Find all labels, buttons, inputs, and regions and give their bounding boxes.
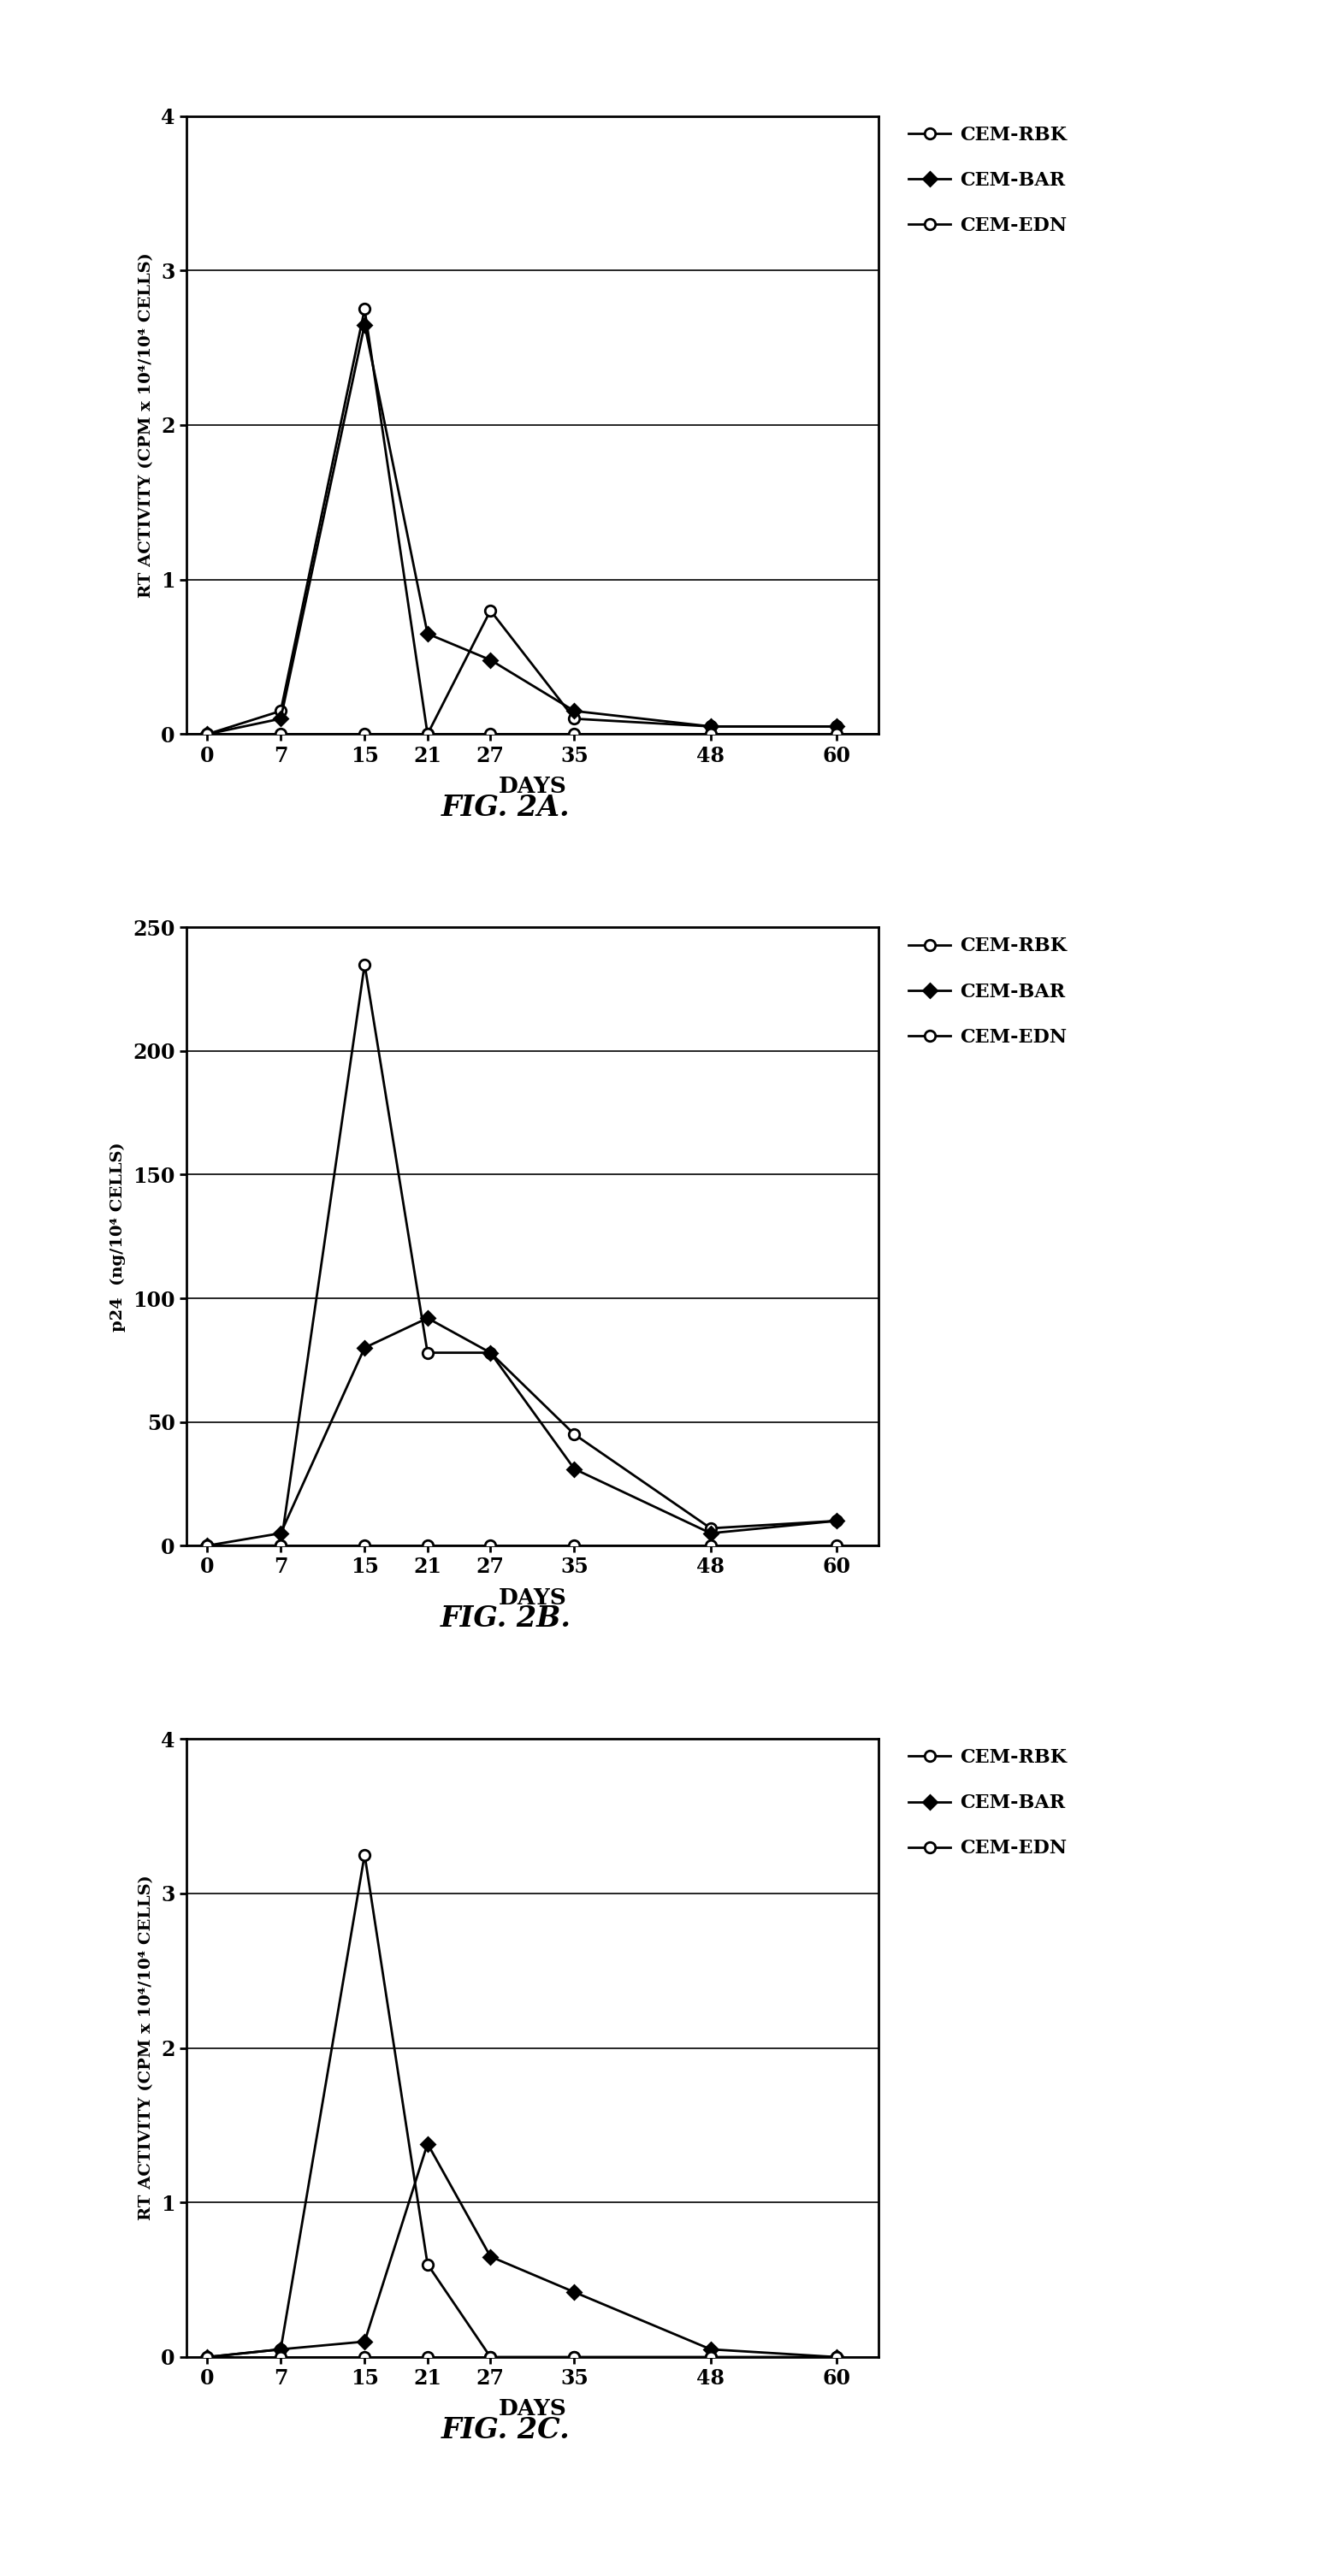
Y-axis label: RT ACTIVITY (CPM x 10⁴/10⁴ CELLS): RT ACTIVITY (CPM x 10⁴/10⁴ CELLS) — [138, 252, 154, 598]
CEM-EDN — [703, 2342, 719, 2372]
CEM-RBK — [419, 2249, 435, 2280]
CEM-RBK — [357, 948, 373, 979]
CEM-RBK — [828, 711, 844, 742]
Legend: CEM-RBK, CEM-BAR, CEM-EDN: CEM-RBK, CEM-BAR, CEM-EDN — [909, 126, 1067, 234]
CEM-EDN — [419, 2342, 435, 2372]
CEM-RBK — [200, 719, 216, 750]
CEM-RBK — [357, 1839, 373, 1870]
Line: CEM-EDN: CEM-EDN — [202, 1540, 843, 1551]
Line: CEM-EDN: CEM-EDN — [202, 729, 843, 739]
CEM-BAR — [703, 1517, 719, 1548]
CEM-EDN — [482, 719, 498, 750]
CEM-BAR — [419, 2128, 435, 2159]
CEM-BAR — [482, 644, 498, 675]
CEM-BAR — [200, 1530, 216, 1561]
CEM-EDN — [357, 1530, 373, 1561]
CEM-RBK — [419, 1337, 435, 1368]
CEM-BAR — [357, 2326, 373, 2357]
CEM-RBK — [703, 2342, 719, 2372]
CEM-RBK — [482, 595, 498, 626]
CEM-BAR — [357, 1332, 373, 1363]
CEM-EDN — [200, 719, 216, 750]
CEM-EDN — [703, 719, 719, 750]
CEM-BAR — [567, 2277, 583, 2308]
CEM-EDN — [567, 1530, 583, 1561]
CEM-BAR — [419, 618, 435, 649]
CEM-RBK — [828, 1504, 844, 1535]
CEM-EDN — [828, 1530, 844, 1561]
CEM-BAR — [567, 696, 583, 726]
CEM-RBK — [200, 1530, 216, 1561]
CEM-BAR — [200, 719, 216, 750]
CEM-EDN — [419, 1530, 435, 1561]
CEM-RBK — [482, 2342, 498, 2372]
CEM-RBK — [703, 1512, 719, 1543]
CEM-EDN — [273, 719, 289, 750]
Line: CEM-RBK: CEM-RBK — [202, 958, 843, 1551]
CEM-RBK — [273, 2334, 289, 2365]
Line: CEM-EDN: CEM-EDN — [202, 2352, 843, 2362]
CEM-EDN — [567, 2342, 583, 2372]
CEM-BAR — [482, 1337, 498, 1368]
Y-axis label: RT ACTIVITY (CPM x 10⁴/10⁴ CELLS): RT ACTIVITY (CPM x 10⁴/10⁴ CELLS) — [138, 1875, 154, 2221]
X-axis label: DAYS: DAYS — [498, 775, 567, 796]
CEM-EDN — [357, 2342, 373, 2372]
CEM-EDN — [482, 1530, 498, 1561]
CEM-BAR — [703, 2334, 719, 2365]
CEM-BAR — [828, 711, 844, 742]
CEM-EDN — [200, 1530, 216, 1561]
CEM-BAR — [357, 309, 373, 340]
CEM-EDN — [482, 2342, 498, 2372]
Line: CEM-BAR: CEM-BAR — [202, 1314, 841, 1551]
CEM-BAR — [828, 2342, 844, 2372]
CEM-BAR — [703, 711, 719, 742]
CEM-BAR — [419, 1303, 435, 1334]
Line: CEM-RBK: CEM-RBK — [202, 1850, 843, 2362]
CEM-EDN — [273, 1530, 289, 1561]
CEM-BAR — [273, 1517, 289, 1548]
Text: FIG. 2A.: FIG. 2A. — [442, 793, 570, 822]
CEM-EDN — [200, 2342, 216, 2372]
CEM-RBK — [703, 711, 719, 742]
CEM-EDN — [828, 2342, 844, 2372]
CEM-BAR — [273, 2334, 289, 2365]
CEM-EDN — [419, 719, 435, 750]
Y-axis label: p24  (ng/10⁴ CELLS): p24 (ng/10⁴ CELLS) — [110, 1141, 125, 1332]
Line: CEM-RBK: CEM-RBK — [202, 304, 843, 739]
CEM-RBK — [567, 703, 583, 734]
CEM-BAR — [482, 2241, 498, 2272]
Line: CEM-BAR: CEM-BAR — [202, 319, 841, 739]
CEM-EDN — [357, 719, 373, 750]
Text: FIG. 2C.: FIG. 2C. — [442, 2416, 570, 2445]
CEM-BAR — [828, 1504, 844, 1535]
Text: FIG. 2B.: FIG. 2B. — [441, 1605, 571, 1633]
CEM-BAR — [200, 2342, 216, 2372]
Legend: CEM-RBK, CEM-BAR, CEM-EDN: CEM-RBK, CEM-BAR, CEM-EDN — [909, 938, 1067, 1046]
CEM-BAR — [273, 703, 289, 734]
CEM-EDN — [828, 719, 844, 750]
X-axis label: DAYS: DAYS — [498, 1587, 567, 1607]
CEM-RBK — [419, 719, 435, 750]
CEM-RBK — [567, 1419, 583, 1450]
CEM-EDN — [703, 1530, 719, 1561]
CEM-EDN — [567, 719, 583, 750]
X-axis label: DAYS: DAYS — [498, 2398, 567, 2419]
CEM-RBK — [567, 2342, 583, 2372]
CEM-RBK — [273, 1530, 289, 1561]
CEM-RBK — [482, 1337, 498, 1368]
CEM-EDN — [273, 2342, 289, 2372]
CEM-RBK — [828, 2342, 844, 2372]
Line: CEM-BAR: CEM-BAR — [202, 2138, 841, 2362]
CEM-BAR — [567, 1453, 583, 1484]
Legend: CEM-RBK, CEM-BAR, CEM-EDN: CEM-RBK, CEM-BAR, CEM-EDN — [909, 1749, 1067, 1857]
CEM-RBK — [357, 294, 373, 325]
CEM-RBK — [273, 696, 289, 726]
CEM-RBK — [200, 2342, 216, 2372]
